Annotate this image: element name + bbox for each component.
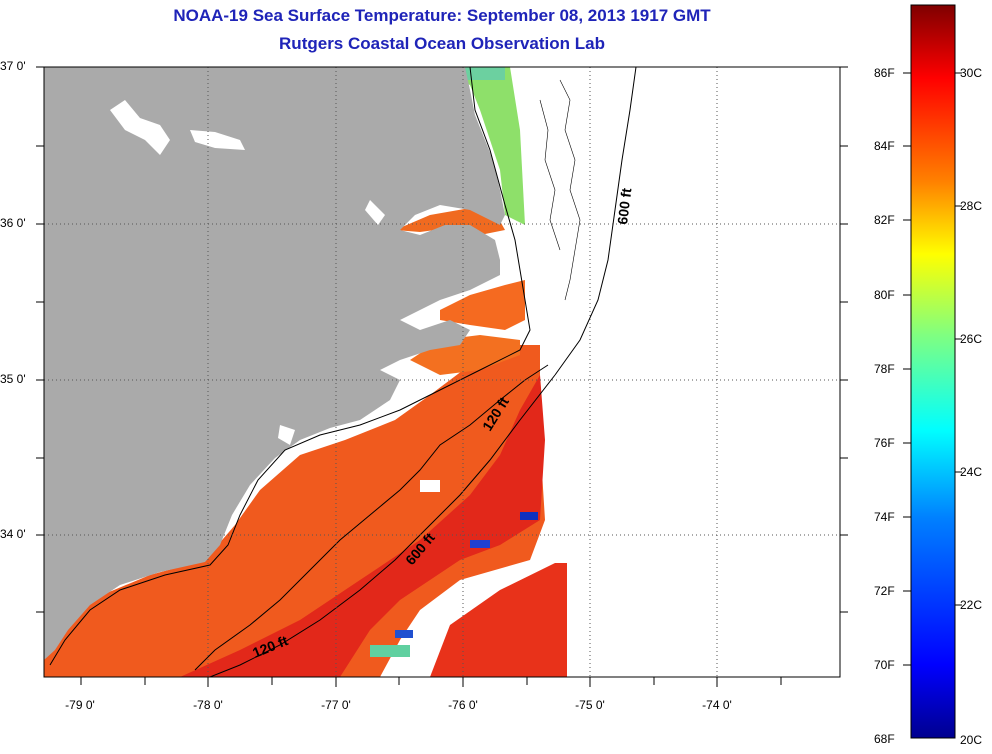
lon-label-79: -79 0' [65,698,95,712]
colorbar-label-70f: 70F [874,658,895,672]
colorbar-label-84f: 84F [874,139,895,153]
land-mass [44,67,505,660]
hot-water-band [180,375,545,677]
shelf-detail [559,79,581,301]
colorbar-label-80f: 80F [874,288,895,302]
colorbar-label-28c: 28C [960,199,983,213]
sound-water-pamlico [440,280,525,330]
colorbar [910,4,956,739]
south-warm-patch [430,563,567,677]
colorbar-label-76f: 76F [874,436,895,450]
map-border [43,66,841,678]
contour-label-600ft-north: 600 ft [614,187,634,226]
lon-label-76: -76 0' [448,698,478,712]
coastline [49,67,531,666]
lon-label-75: -75 0' [575,698,605,712]
colorbar-label-72f: 72F [874,584,895,598]
colorbar-label-68f: 68F [874,732,895,746]
lon-label-77: -77 0' [321,698,351,712]
colorbar-label-74f: 74F [874,510,895,524]
colorbar-label-30c: 30C [960,66,983,80]
no-data-patch [420,480,440,492]
cold-patch [395,630,413,638]
lon-label-78: -78 0' [193,698,223,712]
axis-ticks [36,66,848,687]
cold-patch [470,540,490,548]
contour-600ft-north [554,67,637,376]
colorbar-label-24c: 24C [960,465,983,479]
colorbar-label-22c: 22C [960,598,983,612]
title-line-1: NOAA-19 Sea Surface Temperature: Septemb… [173,6,711,25]
cool-patch [370,645,410,657]
graticule [44,67,840,677]
lat-label-37: 37 0' [0,59,26,73]
colorbar-label-86f: 86F [874,66,895,80]
lat-label-35: 35 0' [0,372,26,386]
inland-water [278,425,295,445]
lat-label-36: 36 0' [0,216,26,230]
contour-600ft-south [209,374,556,677]
colorbar-ticks [903,72,962,666]
colorbar-label-26c: 26C [960,332,983,346]
inland-lake [190,130,245,150]
inland-lake [110,100,170,155]
sound-water-north [395,208,505,235]
title-line-2: Rutgers Coastal Ocean Observation Lab [279,34,605,53]
lon-label-74: -74 0' [702,698,732,712]
warm-water-region [44,345,545,677]
contour-120ft [194,364,549,671]
cold-patch [520,512,538,520]
colorbar-label-78f: 78F [874,362,895,376]
lat-label-34: 34 0' [0,527,26,541]
colorbar-label-20c: 20C [960,733,983,747]
inland-water [365,200,385,225]
shelf-detail [539,99,561,251]
colorbar-label-82f: 82F [874,213,895,227]
cool-water-swath [430,67,525,225]
